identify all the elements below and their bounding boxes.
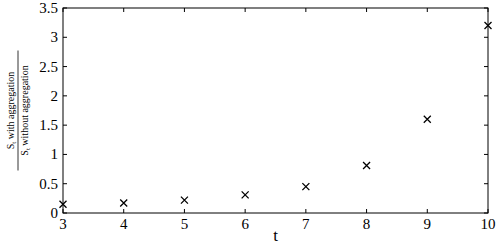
y-tick [63, 125, 67, 126]
chart-svg: 3 4 5 6 7 8 9 10 0 0.5 1 1.5 2 2.5 3 3.5 t St with aggreg… [0, 0, 500, 247]
y-tick [484, 183, 488, 184]
y-tick [484, 154, 488, 155]
x-tick-label: 9 [424, 216, 432, 232]
x-tick-label: 8 [363, 216, 371, 232]
data-point [120, 200, 127, 207]
x-tick-label: 7 [302, 216, 310, 232]
x-tick [123, 209, 124, 213]
y-tick [63, 213, 67, 214]
x-tick-label: 5 [181, 216, 189, 232]
y-label-numerator: St with aggregation [5, 72, 18, 150]
x-tick [63, 209, 64, 213]
x-tick-label: 10 [481, 216, 496, 232]
data-point [424, 116, 431, 123]
y-tick [63, 37, 67, 38]
x-tick [427, 8, 428, 12]
y-tick [484, 95, 488, 96]
y-label-denominator: St without aggregation [19, 65, 32, 155]
x-tick [488, 8, 489, 12]
y-tick [484, 213, 488, 214]
x-tick [184, 209, 185, 213]
x-tick [245, 8, 246, 12]
x-tick-label: 4 [120, 216, 128, 232]
x-tick [366, 209, 367, 213]
x-tick [305, 8, 306, 12]
x-tick [245, 209, 246, 213]
y-tick [63, 183, 67, 184]
y-tick [63, 66, 67, 67]
y-tick [484, 125, 488, 126]
y-tick-label: 1 [51, 146, 59, 162]
fraction-bar [18, 51, 19, 171]
x-tick-label: 3 [59, 216, 67, 232]
x-axis-label: t [273, 226, 278, 245]
x-tick [63, 8, 64, 12]
x-tick [123, 8, 124, 12]
y-tick [63, 8, 67, 9]
x-tick [184, 8, 185, 12]
y-tick-label: 0.5 [39, 176, 58, 192]
x-tick [427, 209, 428, 213]
data-point [242, 191, 249, 198]
y-tick-label: 0 [51, 205, 59, 221]
y-tick-label: 3 [51, 29, 59, 45]
y-tick-label: 3.5 [39, 0, 58, 16]
data-point [181, 197, 188, 204]
x-tick [488, 209, 489, 213]
y-tick [484, 66, 488, 67]
y-tick-label: 2 [51, 88, 59, 104]
data-point [363, 162, 370, 169]
data-point [485, 22, 492, 29]
y-tick [484, 37, 488, 38]
y-tick [484, 8, 488, 9]
x-tick [305, 209, 306, 213]
chart-container: 3 4 5 6 7 8 9 10 0 0.5 1 1.5 2 2.5 3 3.5 t St with aggreg… [0, 0, 500, 247]
y-tick-label: 2.5 [39, 59, 58, 75]
x-tick-label: 6 [241, 216, 249, 232]
y-tick [63, 154, 67, 155]
y-tick [63, 95, 67, 96]
plot-frame [63, 8, 488, 213]
y-tick-label: 1.5 [39, 117, 58, 133]
data-point [302, 183, 309, 190]
x-tick [366, 8, 367, 12]
y-axis-label: St with aggregationSt without aggregatio… [5, 51, 32, 171]
data-point [60, 201, 67, 208]
points [60, 22, 492, 208]
